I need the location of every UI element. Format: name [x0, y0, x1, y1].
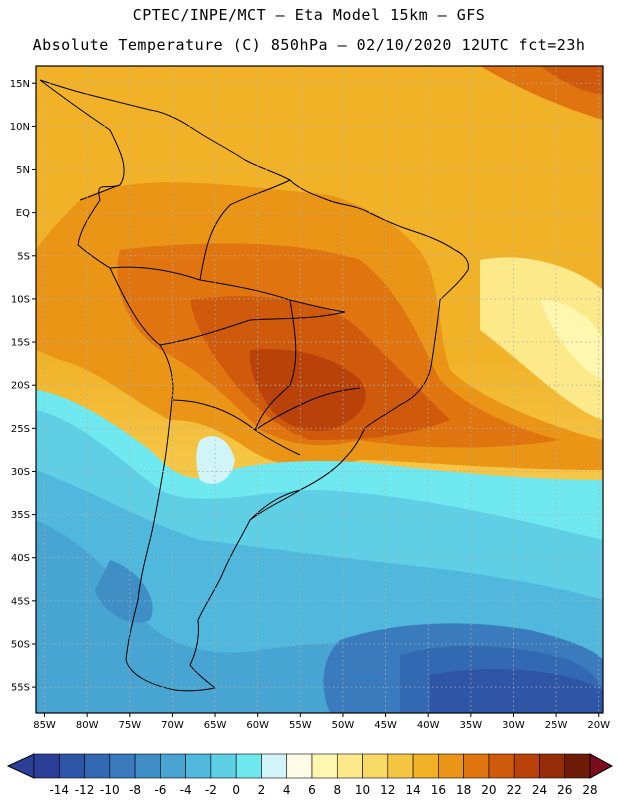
- colorbar-label: 12: [380, 783, 396, 797]
- lon-tick-label: 25W: [545, 720, 568, 731]
- colorbar-label: -14: [49, 783, 70, 797]
- colorbar-swatch: [210, 753, 237, 779]
- colorbar-label: -6: [154, 783, 167, 797]
- lon-tick-label: 30W: [502, 720, 525, 731]
- colorbar-swatch: [235, 753, 262, 779]
- lon-tick-label: 85W: [33, 720, 56, 731]
- colorbar-label: 24: [531, 783, 548, 797]
- lon-tick-label: 40W: [417, 720, 440, 731]
- colorbar-max-arrow: [589, 753, 614, 779]
- colorbar-swatch: [33, 753, 60, 779]
- lat-tick-label: 25S: [11, 424, 30, 435]
- country-borders: [39, 79, 469, 692]
- lon-tick-label: 60W: [246, 720, 269, 731]
- colorbar-swatch: [387, 753, 414, 779]
- lon-tick-label: 20W: [587, 720, 610, 731]
- colorbar-swatch: [336, 753, 363, 779]
- colorbar-swatch: [488, 753, 515, 779]
- lat-tick-label: 15S: [11, 338, 30, 349]
- lat-tick-label: 35S: [11, 510, 30, 521]
- lon-tick-label: 65W: [204, 720, 227, 731]
- colorbar-swatch: [134, 753, 161, 779]
- colorbar-label: 6: [308, 783, 316, 797]
- lon-tick-label: 70W: [161, 720, 184, 731]
- colorbar-label: 8: [333, 783, 342, 797]
- lon-tick-label: 75W: [118, 720, 141, 731]
- lat-tick-label: 5S: [17, 251, 30, 262]
- colorbar-label: 28: [582, 783, 598, 797]
- longitude-axis: 85W 80W 75W 70W 65W 60W 55W 50W 45W 40W 35W 30W 25W 2…: [33, 713, 610, 731]
- colorbar-swatch: [438, 753, 464, 779]
- lat-tick-label: 30S: [11, 467, 30, 478]
- colorbar-swatch: [286, 753, 313, 779]
- colorbar-swatch: [185, 753, 212, 779]
- lon-tick-label: 80W: [76, 720, 99, 731]
- colorbar-label: 20: [481, 783, 497, 797]
- colorbar-label: -4: [179, 783, 192, 797]
- colorbar-swatch: [58, 753, 85, 779]
- colorbar-swatch: [84, 753, 111, 779]
- colorbar-swatch: [261, 753, 288, 779]
- lat-tick-label: 55S: [11, 683, 30, 694]
- colorbar-label: 22: [506, 783, 522, 797]
- colorbar-min-arrow: [6, 753, 35, 779]
- lat-tick-label: EQ: [16, 208, 30, 219]
- latitude-axis: 15N 10N 5N EQ 5S 10S 15S 20S 25S 30S 35S 40S 45S 50S 5…: [10, 79, 36, 694]
- colorbar-swatch: [362, 753, 389, 779]
- colorbar-label: -8: [129, 783, 142, 797]
- colorbar-label: 16: [430, 783, 446, 797]
- lon-tick-label: 45W: [374, 720, 397, 731]
- chart-title-line2: Absolute Temperature (C) 850hPa – 02/10/…: [32, 36, 586, 54]
- lon-tick-label: 35W: [460, 720, 483, 731]
- colorbar-label: 4: [282, 783, 291, 797]
- colorbar-label: 18: [455, 783, 472, 797]
- colorbar-swatch: [463, 753, 490, 779]
- colorbar-label: 14: [405, 783, 421, 797]
- colorbar-swatch: [412, 753, 439, 779]
- temperature-field: [36, 66, 603, 713]
- colorbar-label: -2: [204, 783, 217, 797]
- map-frame: [35, 65, 604, 714]
- lat-tick-label: 15N: [10, 79, 30, 90]
- colorbar-label: 26: [557, 783, 573, 797]
- colorbar-label: -10: [100, 783, 120, 797]
- lat-tick-label: 45S: [11, 596, 30, 607]
- colorbar: [6, 753, 614, 779]
- colorbar-label: 10: [354, 783, 371, 797]
- lat-tick-label: 20S: [11, 381, 30, 392]
- lat-tick-label: 50S: [11, 639, 30, 650]
- lat-tick-label: 5N: [16, 165, 30, 176]
- colorbar-swatch: [311, 753, 338, 779]
- colorbar-swatch: [564, 753, 591, 779]
- gridlines: [36, 66, 603, 713]
- lon-tick-label: 50W: [332, 720, 355, 731]
- lat-tick-label: 40S: [11, 553, 30, 564]
- colorbar-label: 2: [257, 783, 266, 797]
- chart-title-line1: CPTEC/INPE/MCT – Eta Model 15km – GFS: [132, 6, 486, 24]
- lon-tick-label: 55W: [289, 720, 312, 731]
- colorbar-swatch: [109, 753, 136, 779]
- colorbar-swatch: [539, 753, 566, 779]
- colorbar-label: -12: [74, 783, 95, 797]
- colorbar-swatch: [160, 753, 186, 779]
- colorbar-label: 0: [232, 783, 240, 797]
- lat-tick-label: 10S: [11, 294, 30, 305]
- lat-tick-label: 10N: [10, 122, 30, 133]
- colorbar-swatch: [513, 753, 540, 779]
